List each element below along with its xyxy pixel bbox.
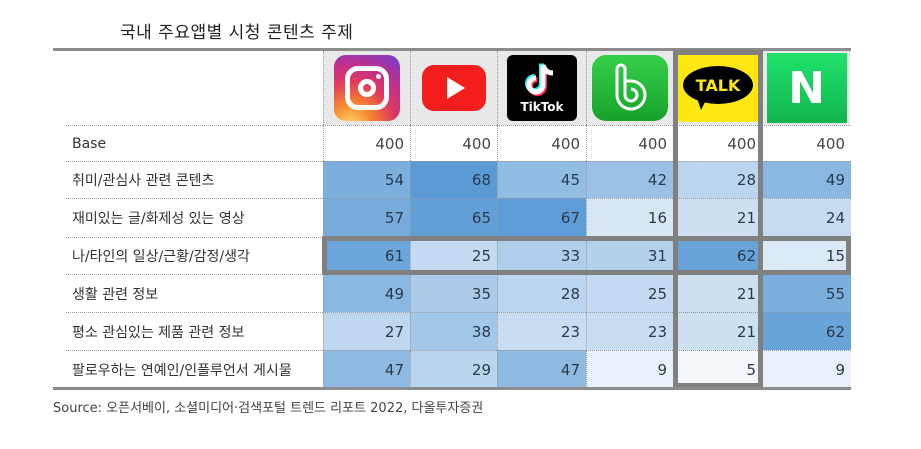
tiktok-label: TikTok [520, 100, 564, 114]
table-cell: 400 [762, 125, 851, 161]
naver-label: N [788, 62, 825, 114]
row-label: 생활 관련 정보 [66, 274, 323, 312]
table-cell: 68 [410, 161, 497, 198]
table-cell: 55 [762, 274, 851, 312]
table-cell: 33 [497, 237, 586, 274]
header-kakaotalk: TALK [673, 51, 762, 125]
row-label: 평소 관심있는 제품 관련 정보 [66, 312, 323, 350]
top-rule [53, 48, 851, 51]
table-cell: 47 [323, 350, 410, 388]
row-label: 재미있는 글/화제성 있는 영상 [66, 198, 323, 237]
table-cell: 25 [586, 274, 673, 312]
table-cell: 9 [762, 350, 851, 388]
table-cell: 400 [323, 125, 410, 161]
table-cell: 5 [673, 350, 762, 388]
table-cell: 21 [673, 274, 762, 312]
table-cell: 57 [323, 198, 410, 237]
table-cell: 45 [497, 161, 586, 198]
header-naver: N [762, 51, 850, 125]
table-cell: 15 [762, 237, 851, 274]
source-note: Source: 오픈서베이, 소셜미디어·검색포털 트렌드 리포트 2022, … [53, 401, 484, 416]
table-cell: 28 [497, 274, 586, 312]
band-icon [592, 55, 668, 121]
table-cell: 25 [410, 237, 497, 274]
table-cell: 42 [586, 161, 673, 198]
table-cell: 23 [586, 312, 673, 350]
kakaotalk-label: TALK [695, 75, 741, 95]
table-cell: 400 [673, 125, 762, 161]
table-cell: 38 [410, 312, 497, 350]
table-cell: 27 [323, 312, 410, 350]
table-cell: 61 [323, 237, 410, 274]
table-cell: 31 [586, 237, 673, 274]
table-cell: 400 [410, 125, 497, 161]
table-cell: 49 [762, 161, 851, 198]
table-cell: 9 [586, 350, 673, 388]
row-label: 취미/관심사 관련 콘텐츠 [66, 161, 323, 198]
header-band [586, 51, 673, 125]
row-label: 팔로우하는 연예인/인플루언서 게시물 [66, 350, 323, 388]
table-cell: 16 [586, 198, 673, 237]
table-cell: 28 [673, 161, 762, 198]
table-cell: 400 [497, 125, 586, 161]
row-label: Base [66, 125, 323, 161]
naver-icon: N [766, 53, 847, 123]
chart-title: 국내 주요앱별 시청 콘텐츠 주제 [120, 23, 354, 43]
header-instagram [323, 51, 410, 125]
table-cell: 67 [497, 198, 586, 237]
header-youtube [410, 51, 497, 125]
bottom-rule [53, 387, 851, 390]
table-cell: 49 [323, 274, 410, 312]
table-cell: 400 [586, 125, 673, 161]
youtube-icon [421, 55, 487, 121]
kakaotalk-icon: TALK [678, 54, 758, 122]
table-cell: 65 [410, 198, 497, 237]
table-cell: 29 [410, 350, 497, 388]
table-cell: 21 [673, 312, 762, 350]
table-cell: 47 [497, 350, 586, 388]
table-cell: 23 [497, 312, 586, 350]
tiktok-icon: TikTok [507, 55, 577, 121]
table-cell: 21 [673, 198, 762, 237]
table-cell: 54 [323, 161, 410, 198]
table-cell: 62 [673, 237, 762, 274]
table-cell: 35 [410, 274, 497, 312]
row-label: 나/타인의 일상/근황/감정/생각 [66, 237, 323, 274]
header-tiktok: TikTok [497, 51, 586, 125]
table-cell: 24 [762, 198, 851, 237]
table-cell: 62 [762, 312, 851, 350]
instagram-icon [334, 55, 400, 121]
